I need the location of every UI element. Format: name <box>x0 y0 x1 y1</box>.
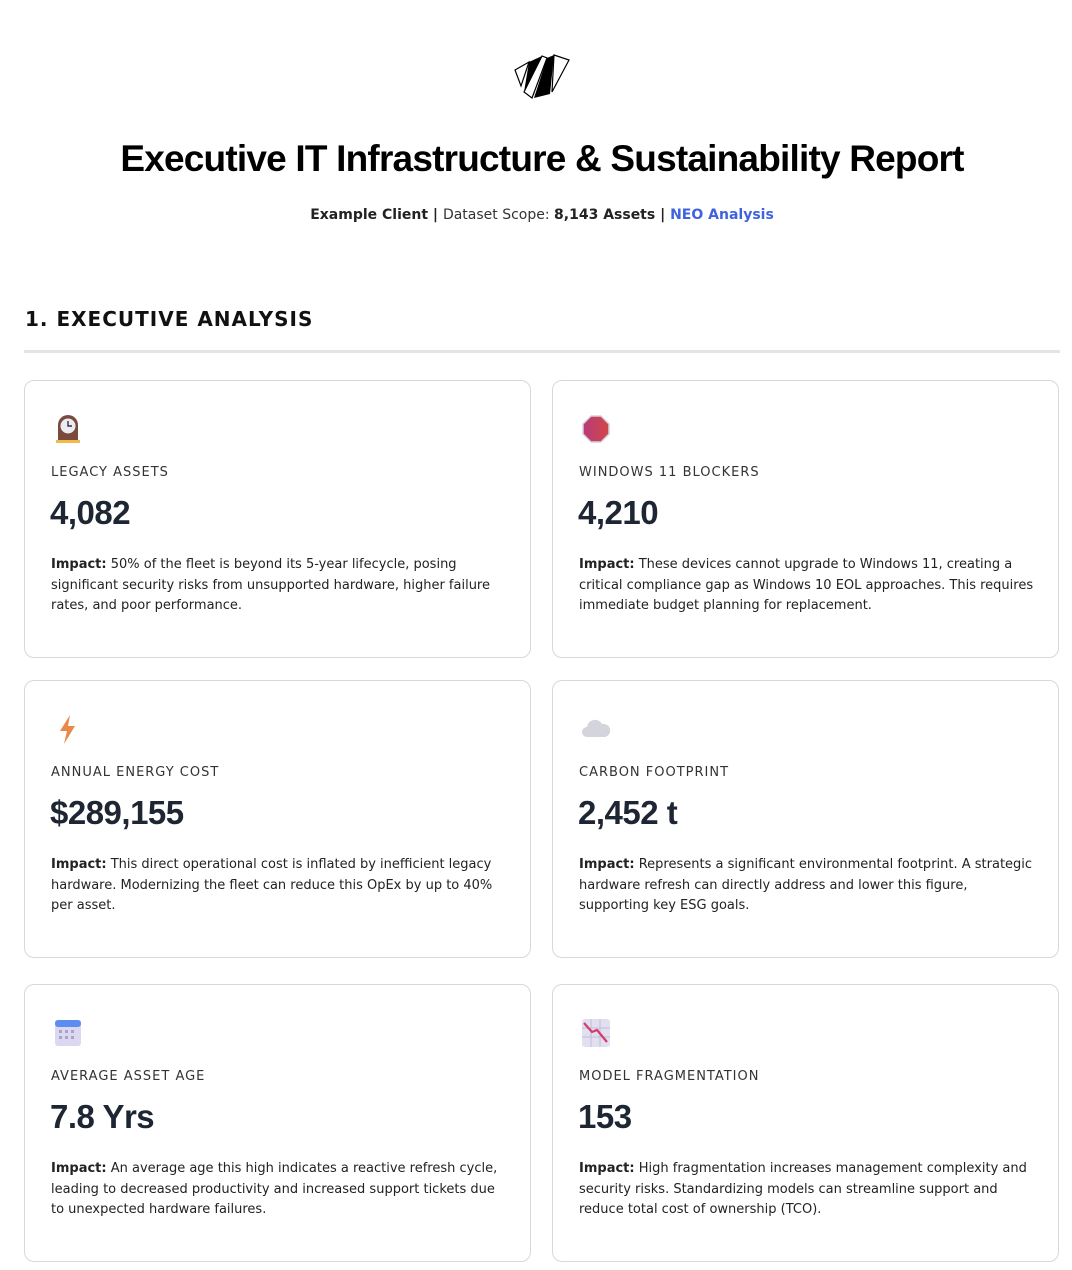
impact-label: Impact: <box>51 1161 107 1176</box>
kpi-label: MODEL FRAGMENTATION <box>579 1069 760 1084</box>
kpi-card-model-fragmentation: MODEL FRAGMENTATION 153 Impact: High fra… <box>552 984 1059 1262</box>
scope-label: Dataset Scope: <box>442 207 555 223</box>
kpi-value: 4,082 <box>50 494 131 531</box>
client-name: Example Client <box>310 207 429 223</box>
impact-label: Impact: <box>579 557 635 572</box>
report-subtitle: Example Client | Dataset Scope: 8,143 As… <box>0 207 1072 223</box>
chart-decreasing-icon <box>582 1019 610 1047</box>
separator: | <box>655 207 671 223</box>
kpi-value: 7.8 Yrs <box>50 1098 155 1135</box>
kpi-value: 153 <box>578 1098 632 1135</box>
kpi-impact: Impact: This direct operational cost is … <box>51 855 506 917</box>
impact-text: 50% of the fleet is beyond its 5-year li… <box>51 557 490 613</box>
company-logo <box>514 54 570 99</box>
impact-text: An average age this high indicates a rea… <box>51 1161 498 1217</box>
impact-label: Impact: <box>579 1161 635 1176</box>
section-divider <box>24 350 1060 353</box>
stop-sign-icon <box>582 415 610 443</box>
kpi-impact: Impact: An average age this high indicat… <box>51 1159 506 1221</box>
mantelpiece-clock-icon <box>56 415 80 443</box>
scope-value: 8,143 Assets <box>554 207 656 223</box>
kpi-label: AVERAGE ASSET AGE <box>51 1069 206 1084</box>
kpi-impact: Impact: These devices cannot upgrade to … <box>579 555 1034 617</box>
impact-text: These devices cannot upgrade to Windows … <box>579 557 1034 613</box>
impact-text: This direct operational cost is inflated… <box>51 857 493 913</box>
kpi-label: ANNUAL ENERGY COST <box>51 765 220 780</box>
neo-analysis-link[interactable]: NEO Analysis <box>670 207 774 223</box>
impact-label: Impact: <box>51 557 107 572</box>
kpi-card-average-asset-age: AVERAGE ASSET AGE 7.8 Yrs Impact: An ave… <box>24 984 531 1262</box>
kpi-label: CARBON FOOTPRINT <box>579 765 730 780</box>
kpi-value: 2,452 t <box>578 794 678 831</box>
kpi-label: WINDOWS 11 BLOCKERS <box>579 465 760 480</box>
separator: | <box>428 207 443 223</box>
kpi-card-annual-energy-cost: ANNUAL ENERGY COST $289,155 Impact: This… <box>24 680 531 958</box>
kpi-value: $289,155 <box>50 794 184 831</box>
report-title: Executive IT Infrastructure & Sustainabi… <box>120 138 964 179</box>
impact-text: High fragmentation increases management … <box>579 1161 1027 1217</box>
kpi-card-carbon-footprint: CARBON FOOTPRINT 2,452 t Impact: Represe… <box>552 680 1059 958</box>
impact-label: Impact: <box>579 857 635 872</box>
kpi-card-legacy-assets: LEGACY ASSETS 4,082 Impact: 50% of the f… <box>24 380 531 658</box>
section-title: 1. EXECUTIVE ANALYSIS <box>25 307 314 331</box>
kpi-impact: Impact: Represents a significant environ… <box>579 855 1034 917</box>
lightning-icon <box>60 715 75 744</box>
kpi-impact: Impact: 50% of the fleet is beyond its 5… <box>51 555 506 617</box>
kpi-value: 4,210 <box>578 494 659 531</box>
kpi-impact: Impact: High fragmentation increases man… <box>579 1159 1034 1221</box>
cloud-icon <box>582 719 611 737</box>
kpi-card-windows-11-blockers: WINDOWS 11 BLOCKERS 4,210 Impact: These … <box>552 380 1059 658</box>
kpi-label: LEGACY ASSETS <box>51 465 169 480</box>
calendar-icon <box>55 1020 81 1046</box>
impact-text: Represents a significant environmental f… <box>579 857 1033 913</box>
impact-label: Impact: <box>51 857 107 872</box>
